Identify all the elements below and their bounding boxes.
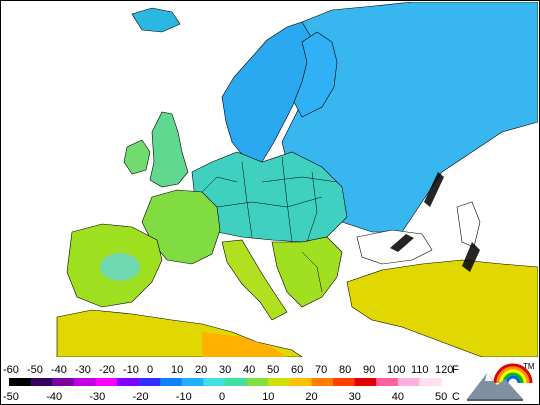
- celsius-tick: -10: [176, 391, 192, 403]
- celsius-tick: 50: [435, 391, 447, 403]
- fahrenheit-tick: 60: [291, 364, 303, 376]
- color-bar-segment: [311, 378, 334, 386]
- fahrenheit-tick: -40: [51, 364, 67, 376]
- trademark-mark: TM: [523, 362, 535, 371]
- fahrenheit-tick: 50: [267, 364, 279, 376]
- country-borders: [201, 156, 338, 293]
- color-bar-segment: [376, 378, 399, 386]
- color-bar-segment: [268, 378, 291, 386]
- fahrenheit-tick: 10: [171, 364, 183, 376]
- mountain-rainbow-icon: TM: [467, 362, 535, 401]
- color-bar-segment: [30, 378, 53, 386]
- fahrenheit-tick: 40: [243, 364, 255, 376]
- fahrenheit-tick: -60: [3, 364, 19, 376]
- color-bar-segment: [419, 378, 442, 386]
- color-bar-segment: [333, 378, 356, 386]
- color-bar-segment: [138, 378, 161, 386]
- celsius-tick: 0: [219, 391, 225, 403]
- color-bar-segment: [73, 378, 96, 386]
- coast-shadows: [390, 172, 480, 272]
- temperature-map: [2, 2, 538, 357]
- fahrenheit-tick: -30: [75, 364, 91, 376]
- fahrenheit-tick: 0: [147, 364, 153, 376]
- celsius-tick: -40: [46, 391, 62, 403]
- fahrenheit-scale: -60 -50 -40 -30 -20 -10 0 10 20 30 40 50 60 70 80 90 100…: [3, 364, 453, 376]
- color-bar-segment: [181, 378, 204, 386]
- celsius-tick: -50: [3, 391, 19, 403]
- color-bar: [9, 378, 442, 386]
- color-bar-segment: [354, 378, 377, 386]
- color-bar-segment: [117, 378, 140, 386]
- celsius-tick: 40: [392, 391, 404, 403]
- region-italy: [221, 239, 288, 321]
- region-central: [191, 151, 348, 243]
- fahrenheit-tick: 90: [363, 364, 375, 376]
- color-bar-segment: [95, 378, 118, 386]
- fahrenheit-tick: 100: [387, 364, 405, 376]
- region-balkans: [271, 236, 343, 308]
- celsius-tick: 10: [262, 391, 274, 403]
- fahrenheit-tick: 70: [315, 364, 327, 376]
- color-bar-segment: [160, 378, 183, 386]
- color-bar-segment: [225, 378, 248, 386]
- region-iceland: [131, 7, 181, 33]
- celsius-tick: 20: [305, 391, 317, 403]
- celsius-tick: 30: [349, 391, 361, 403]
- fahrenheit-tick: -50: [27, 364, 43, 376]
- color-bar-segment: [203, 378, 226, 386]
- celsius-unit: C: [452, 391, 460, 403]
- region-finland: [293, 31, 338, 118]
- celsius-tick: -30: [89, 391, 105, 403]
- fahrenheit-tick: -20: [99, 364, 115, 376]
- fahrenheit-tick: 110: [411, 364, 429, 376]
- region-ireland: [123, 139, 151, 175]
- region-turkey: [346, 259, 538, 357]
- celsius-scale: -50 -40 -30 -20 -10 0 10 20 30 40 50: [3, 391, 447, 403]
- fahrenheit-tick: 120: [435, 364, 453, 376]
- color-bar-segment: [9, 378, 32, 386]
- hot-spot-spain: [100, 253, 140, 281]
- fahrenheit-tick: 20: [195, 364, 207, 376]
- fahrenheit-tick: 80: [339, 364, 351, 376]
- celsius-tick: -20: [133, 391, 149, 403]
- region-africa-hot: [202, 332, 287, 357]
- fahrenheit-tick: 30: [219, 364, 231, 376]
- fahrenheit-unit: F: [452, 364, 459, 376]
- color-bar-segment: [289, 378, 312, 386]
- caspian-sea: [456, 201, 481, 248]
- color-bar-segment: [52, 378, 75, 386]
- fahrenheit-tick: -10: [123, 364, 139, 376]
- color-bar-segment: [397, 378, 420, 386]
- region-uk: [149, 111, 189, 188]
- color-bar-segment: [246, 378, 269, 386]
